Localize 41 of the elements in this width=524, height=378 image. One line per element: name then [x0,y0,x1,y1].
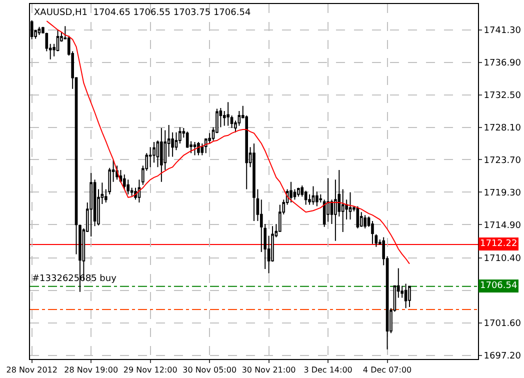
y-tick-label: 1710.40 [484,254,522,264]
x-tick-label: 28 Nov 19:00 [64,366,118,375]
candlestick [138,179,141,204]
y-tick-label: 1719.30 [484,188,522,198]
candlestick [152,142,156,164]
candlestick [226,102,230,126]
candlestick [197,142,200,156]
candlestick [193,142,196,156]
candlestick [364,214,366,229]
y-tick-label: 1736.90 [484,58,522,68]
y-tick-label: 1723.70 [484,156,522,166]
y-tick-label: 1741.30 [484,26,522,36]
candlestick [348,192,352,220]
y-tick-label: 1732.50 [484,90,522,101]
candlestick [404,283,408,309]
ref-line-label: 1712.22 [480,239,518,249]
candlestick [297,187,300,198]
y-tick-label: 1701.60 [484,318,522,329]
candlestick [316,190,318,207]
candlestick [160,127,163,182]
y-tick-label: 1697.20 [484,351,522,362]
candlestick [252,142,256,222]
y-tick-label: 1728.10 [484,123,522,134]
candlestick [90,172,92,237]
y-tick-label: 1714.90 [484,220,522,231]
candlestick [290,181,292,204]
x-tick-label: 3 Dec 14:00 [304,366,352,375]
x-tick-label: 4 Dec 07:00 [362,366,412,375]
x-tick-label: 30 Nov 21:00 [242,366,296,375]
candlestick [319,194,322,204]
ref-line-label: 1706.54 [480,281,518,291]
x-tick-label: 29 Nov 12:00 [123,366,178,375]
x-tick-label: 28 Nov 2012 [6,366,58,375]
candlestick [408,286,411,308]
text: XAUUSD,H1 1704.65 1706.55 1703.75 1706.54 [34,8,251,18]
candlestick [374,234,378,248]
x-tick-label: 30 Nov 05:00 [182,366,237,375]
candlestick [200,142,204,156]
candlestick [38,26,41,36]
candlestick [312,186,315,206]
candlestick [371,220,374,244]
